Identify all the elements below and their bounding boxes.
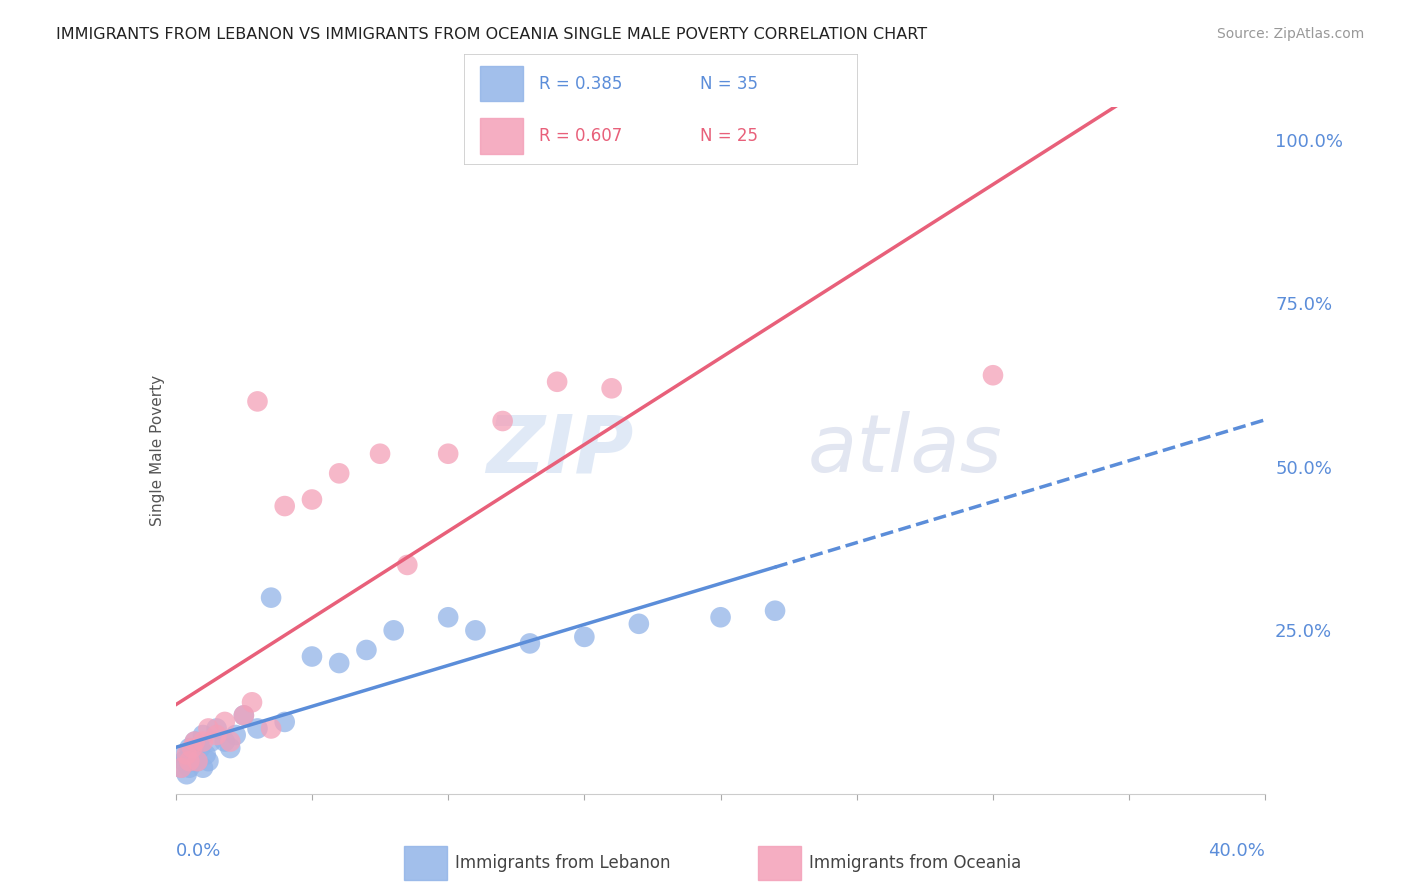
Point xyxy=(356,643,378,657)
Text: N = 35: N = 35 xyxy=(700,75,758,93)
Point xyxy=(181,741,204,756)
Text: IMMIGRANTS FROM LEBANON VS IMMIGRANTS FROM OCEANIA SINGLE MALE POVERTY CORRELATI: IMMIGRANTS FROM LEBANON VS IMMIGRANTS FR… xyxy=(56,27,928,42)
Text: R = 0.385: R = 0.385 xyxy=(538,75,621,93)
Point xyxy=(225,728,247,742)
Point xyxy=(184,734,207,748)
Bar xyxy=(479,119,523,154)
Point xyxy=(219,741,242,756)
Point xyxy=(232,708,254,723)
Point xyxy=(176,767,198,781)
Point xyxy=(301,492,323,507)
Point xyxy=(437,447,460,461)
Point xyxy=(173,754,195,768)
Point xyxy=(519,636,541,650)
Text: 0.0%: 0.0% xyxy=(176,842,221,860)
Text: Source: ZipAtlas.com: Source: ZipAtlas.com xyxy=(1216,27,1364,41)
Point xyxy=(219,734,242,748)
Point xyxy=(184,734,207,748)
Point xyxy=(274,499,297,513)
Point xyxy=(464,624,486,638)
Point xyxy=(574,630,596,644)
Point xyxy=(191,734,214,748)
Text: 40.0%: 40.0% xyxy=(1209,842,1265,860)
Text: ZIP: ZIP xyxy=(486,411,633,490)
Y-axis label: Single Male Poverty: Single Male Poverty xyxy=(149,375,165,526)
Point xyxy=(246,394,269,409)
Point xyxy=(170,761,193,775)
Point xyxy=(179,761,201,775)
Point xyxy=(214,734,236,748)
Point xyxy=(240,695,263,709)
Text: N = 25: N = 25 xyxy=(700,127,758,145)
Point xyxy=(205,728,228,742)
Point xyxy=(191,728,214,742)
Point xyxy=(197,722,219,736)
Point xyxy=(382,624,405,638)
Point xyxy=(600,381,623,395)
Point xyxy=(274,714,297,729)
Text: Immigrants from Lebanon: Immigrants from Lebanon xyxy=(456,854,671,872)
Bar xyxy=(404,846,447,880)
Point xyxy=(179,741,201,756)
Point xyxy=(194,747,217,762)
Point xyxy=(260,591,283,605)
Point xyxy=(396,558,419,572)
Point xyxy=(232,708,254,723)
Point xyxy=(981,368,1004,383)
Point xyxy=(186,754,209,768)
Point xyxy=(184,747,207,762)
Point xyxy=(214,714,236,729)
Point xyxy=(181,754,204,768)
Point xyxy=(301,649,323,664)
Point xyxy=(173,747,195,762)
Point xyxy=(368,447,391,461)
FancyBboxPatch shape xyxy=(464,54,858,165)
Point xyxy=(200,734,222,748)
Point xyxy=(176,747,198,762)
Text: atlas: atlas xyxy=(807,411,1002,490)
Point xyxy=(170,761,193,775)
Point xyxy=(437,610,460,624)
Text: Immigrants from Oceania: Immigrants from Oceania xyxy=(810,854,1022,872)
Point xyxy=(188,741,211,756)
Point xyxy=(205,722,228,736)
Point xyxy=(186,754,209,768)
Point xyxy=(197,754,219,768)
Point xyxy=(763,604,786,618)
Point xyxy=(328,467,350,481)
Point xyxy=(191,761,214,775)
Text: R = 0.607: R = 0.607 xyxy=(538,127,621,145)
Point xyxy=(546,375,568,389)
Point xyxy=(328,656,350,670)
Bar xyxy=(758,846,801,880)
Point xyxy=(492,414,515,428)
Bar xyxy=(479,66,523,102)
Point xyxy=(179,754,201,768)
Point xyxy=(260,722,283,736)
Point xyxy=(627,616,650,631)
Point xyxy=(246,722,269,736)
Point xyxy=(710,610,733,624)
